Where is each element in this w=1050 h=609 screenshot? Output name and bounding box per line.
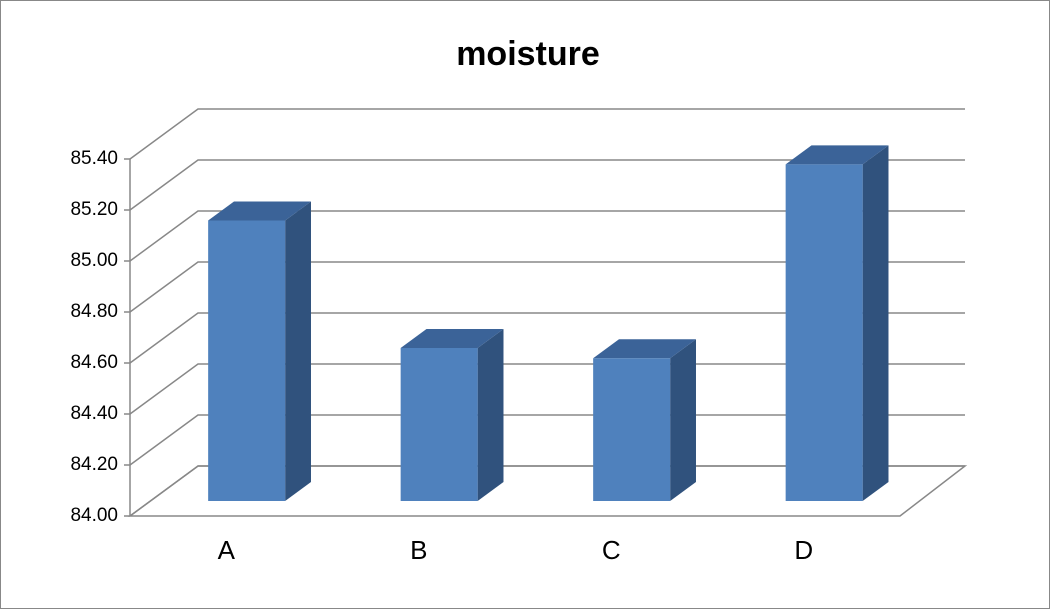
- bar-side: [670, 339, 696, 501]
- grid-line: [129, 210, 965, 262]
- grid-line: [129, 465, 965, 517]
- y-tick-label: 84.80: [70, 301, 118, 322]
- bar-side: [862, 145, 889, 501]
- chart-title: moisture: [456, 35, 600, 73]
- bar: [400, 329, 504, 501]
- bar-front: [593, 358, 671, 501]
- y-tick-label: 84.60: [70, 352, 118, 373]
- grid-line: [129, 312, 965, 364]
- grid-line: [129, 261, 965, 313]
- bar-side: [285, 201, 311, 501]
- grid-line: [129, 363, 965, 415]
- y-tick-label: 85.20: [70, 199, 118, 220]
- grid-line: [129, 414, 965, 466]
- x-tick-label: D: [794, 535, 813, 565]
- bar-front: [785, 164, 863, 501]
- bar-side: [477, 329, 504, 501]
- x-tick-label: C: [602, 535, 621, 565]
- x-tick-label: A: [218, 535, 236, 565]
- y-tick-label: 85.00: [70, 250, 118, 271]
- bar-top: [593, 339, 696, 359]
- bar-top: [785, 145, 889, 165]
- bar-front: [400, 348, 478, 501]
- y-tick-label: 84.00: [70, 505, 118, 526]
- bar: [785, 145, 889, 501]
- bar: [208, 201, 311, 501]
- bar-top: [208, 201, 311, 221]
- bar-top: [400, 329, 504, 348]
- x-tick-label: B: [410, 535, 427, 565]
- y-tick-label: 84.40: [70, 403, 118, 424]
- y-tick-label: 85.40: [70, 148, 118, 169]
- y-tick-label: 84.20: [70, 454, 118, 475]
- bar: [593, 339, 696, 501]
- bar-front: [208, 220, 286, 501]
- grid-line: [129, 159, 965, 211]
- grid-line: [129, 108, 965, 160]
